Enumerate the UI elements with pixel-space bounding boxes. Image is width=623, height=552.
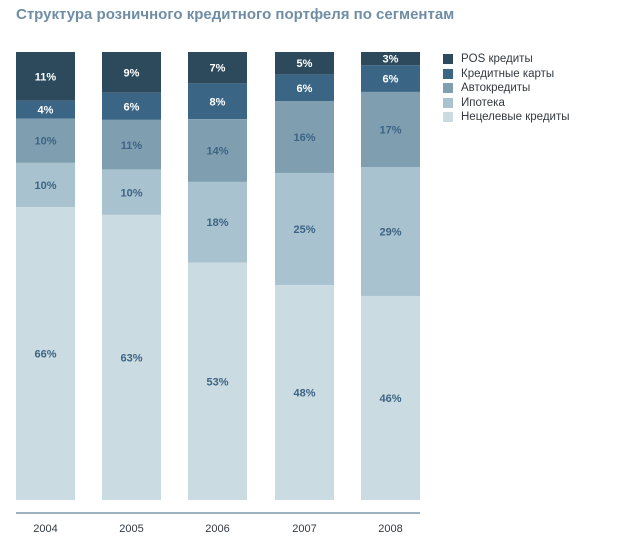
data-label: 7% [210,63,226,75]
bar-segment [16,118,75,163]
data-label: 10% [34,136,56,148]
x-tick-label: 2007 [292,523,316,535]
bar-segment [16,162,75,208]
data-label: 66% [34,349,56,361]
bar-segment [275,172,334,285]
bar-segment [275,74,334,102]
legend-swatch [443,112,453,123]
legend-item: Нецелевые кредиты [443,110,569,125]
data-label: 9% [124,67,140,79]
bar-segment [188,52,247,84]
data-label: 6% [297,83,313,95]
data-label: 46% [379,393,401,405]
bar-segment [188,181,247,263]
bar-segment [188,119,247,182]
chart-legend: POS кредиты Кредитные карты Автокредиты Ипо… [443,52,569,125]
data-label: 63% [120,352,142,364]
bar-segment [361,167,420,296]
legend-label: Автокредиты [461,82,531,95]
x-tick-label: 2008 [378,523,402,535]
data-label: 8% [210,96,226,108]
bar-segment [361,91,420,168]
data-label: 11% [121,140,143,152]
bar-segment [16,100,75,119]
data-label: 10% [120,187,142,199]
bar-segment [16,52,75,101]
legend-label: Нецелевые кредиты [461,111,570,124]
bar-segment [188,83,247,120]
legend-label: POS кредиты [461,53,533,66]
legend-item: Ипотека [443,96,569,111]
data-label: 5% [297,58,313,70]
data-label: 3% [383,54,399,66]
x-tick-label: 2006 [205,523,229,535]
bar-segment [188,262,247,500]
bar-segment [102,119,161,170]
data-label: 25% [293,224,315,236]
data-label: 17% [379,125,401,137]
data-label: 48% [293,387,315,399]
data-label: 29% [379,227,401,239]
legend-label: Кредитные карты [461,67,555,80]
data-label: 53% [206,376,228,388]
data-label: 4% [38,105,54,117]
bar-segment [102,214,161,500]
bar-segment [102,52,161,93]
bar-segment [275,101,334,173]
chart-title: Структура розничного кредитного портфеля… [16,6,455,23]
data-label: 6% [124,101,140,113]
bar-segment [361,52,420,66]
legend-item: POS кредиты [443,52,569,67]
legend-swatch [443,83,453,94]
bar-segment [16,207,75,500]
bar-segment [102,92,161,120]
legend-swatch [443,68,453,79]
bar-segment [361,295,420,500]
x-tick-label: 2005 [119,523,143,535]
legend-swatch [443,54,453,65]
bar-segment [361,65,420,92]
bar-segment [275,284,334,500]
legend-item: Автокредиты [443,81,569,96]
bar-segment [275,52,334,75]
bar-segment [102,169,161,215]
x-tick-label: 2004 [33,523,57,535]
legend-item: Кредитные карты [443,67,569,82]
legend-swatch [443,97,453,108]
data-label: 11% [35,71,57,83]
data-label: 10% [34,180,56,192]
data-label: 14% [206,146,228,158]
legend-label: Ипотека [461,96,505,109]
data-label: 6% [383,74,399,86]
data-label: 16% [293,132,315,144]
data-label: 18% [206,217,228,229]
